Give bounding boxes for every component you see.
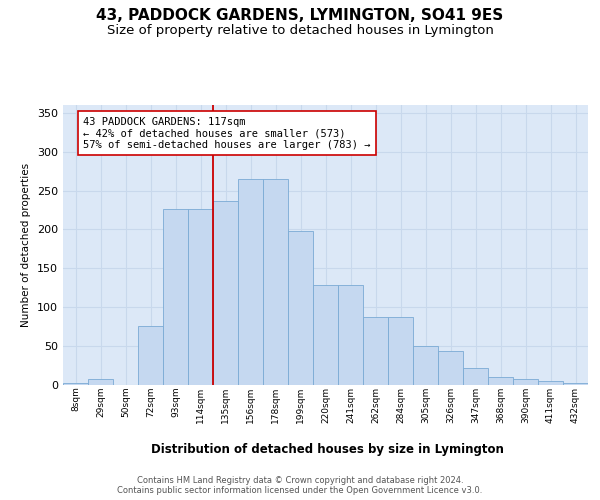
Text: Contains public sector information licensed under the Open Government Licence v3: Contains public sector information licen… [118,486,482,495]
Bar [413,346,438,385]
Bar [463,368,488,385]
Bar [313,286,338,385]
Bar [538,381,563,385]
Bar [238,179,263,385]
Text: 43 PADDOCK GARDENS: 117sqm
← 42% of detached houses are smaller (573)
57% of sem: 43 PADDOCK GARDENS: 117sqm ← 42% of deta… [83,116,371,150]
Bar [188,209,213,385]
Text: Size of property relative to detached houses in Lymington: Size of property relative to detached ho… [107,24,493,37]
Bar [263,179,288,385]
Bar [363,318,388,385]
Bar [163,209,188,385]
Bar [388,318,413,385]
Bar [63,384,88,385]
Bar [338,286,363,385]
Bar [288,231,313,385]
Bar [438,351,463,385]
Text: Distribution of detached houses by size in Lymington: Distribution of detached houses by size … [151,442,503,456]
Text: Contains HM Land Registry data © Crown copyright and database right 2024.: Contains HM Land Registry data © Crown c… [137,476,463,485]
Bar [88,379,113,385]
Bar [138,326,163,385]
Bar [213,202,238,385]
Bar [563,382,588,385]
Y-axis label: Number of detached properties: Number of detached properties [22,163,31,327]
Text: 43, PADDOCK GARDENS, LYMINGTON, SO41 9ES: 43, PADDOCK GARDENS, LYMINGTON, SO41 9ES [97,8,503,22]
Bar [513,379,538,385]
Bar [488,377,513,385]
